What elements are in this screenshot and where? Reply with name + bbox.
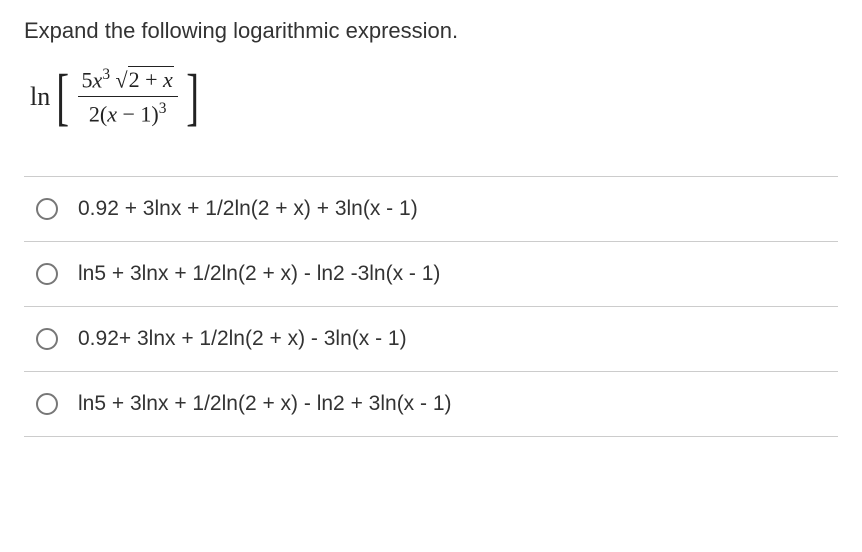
option-row[interactable]: 0.92 + 3lnx + 1/2ln(2 + x) + 3ln(x - 1) (24, 177, 838, 242)
option-row[interactable]: ln5 + 3lnx + 1/2ln(2 + x) - ln2 -3ln(x -… (24, 242, 838, 307)
option-row[interactable]: 0.92+ 3lnx + 1/2ln(2 + x) - 3ln(x - 1) (24, 307, 838, 372)
option-text: ln5 + 3lnx + 1/2ln(2 + x) - ln2 + 3ln(x … (78, 392, 452, 416)
option-text: ln5 + 3lnx + 1/2ln(2 + x) - ln2 -3ln(x -… (78, 262, 440, 286)
radio-icon[interactable] (36, 198, 58, 220)
radio-icon[interactable] (36, 393, 58, 415)
option-text: 0.92 + 3lnx + 1/2ln(2 + x) + 3ln(x - 1) (78, 197, 418, 221)
question-prompt: Expand the following logarithmic express… (24, 18, 838, 44)
ln-label: ln (30, 82, 50, 112)
option-row[interactable]: ln5 + 3lnx + 1/2ln(2 + x) - ln2 + 3ln(x … (24, 372, 838, 437)
fraction: 5x3 √2 + x 2(x − 1)3 (78, 66, 178, 128)
denominator: 2(x − 1)3 (85, 97, 171, 127)
options-list: 0.92 + 3lnx + 1/2ln(2 + x) + 3ln(x - 1) … (24, 176, 838, 437)
numerator: 5x3 √2 + x (78, 66, 178, 97)
radio-icon[interactable] (36, 328, 58, 350)
option-text: 0.92+ 3lnx + 1/2ln(2 + x) - 3ln(x - 1) (78, 327, 407, 351)
math-expression: ln [ 5x3 √2 + x 2(x − 1)3 ] (30, 66, 838, 128)
radio-icon[interactable] (36, 263, 58, 285)
